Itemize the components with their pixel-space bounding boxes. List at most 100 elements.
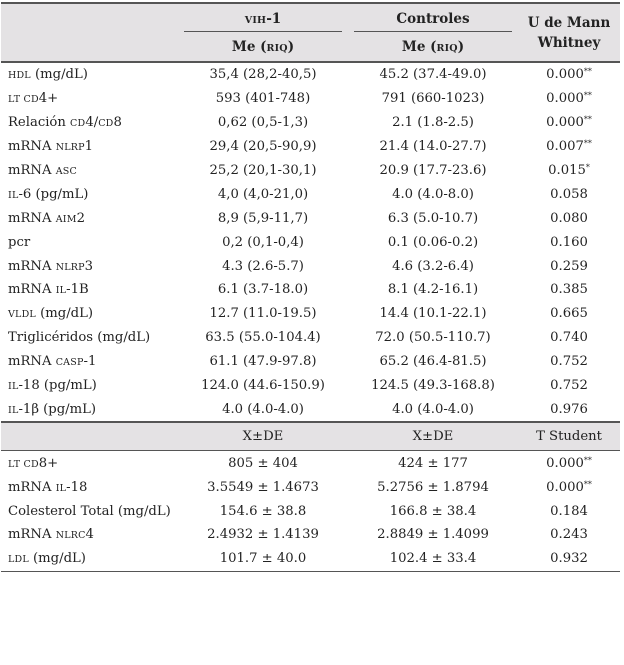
label-segment: -1 (266, 11, 282, 27)
p-value-number: 0.015 (548, 163, 586, 178)
p-value: 0.000** (518, 111, 620, 135)
label-segment: NLRP (55, 142, 85, 154)
label-segment: -1 (83, 354, 97, 370)
vih-value: 63.5 (55.0-104.4) (205, 330, 321, 346)
table-row: mRNA AIM2 8,9 (5,9-11,7) 6.3 (5.0-10.7) 0.0… (1, 206, 620, 230)
label-segment: mRNA (8, 354, 56, 370)
p-value: 0.000** (518, 451, 620, 475)
significance-marker: ** (583, 455, 592, 465)
label-segment: 8 (113, 115, 122, 131)
p-value-number: 0.000 (546, 455, 584, 471)
table-row: HDL (mg/dL) 35,4 (28,2-40,5) 45.2 (37.4-49… (1, 62, 620, 87)
controles-value: 0.1 (0.06-0.2) (387, 234, 479, 250)
p-value-number: 0.259 (550, 258, 588, 274)
p-value-number: 0.000 (546, 479, 584, 495)
label-segment: pcr (8, 234, 31, 250)
p-value-number: 0.000 (546, 67, 584, 83)
row-label: mRNA ASC (1, 159, 178, 183)
controles-value: 14.4 (10.1-22.1) (379, 306, 487, 322)
row-label: Triglicéridos (mg/dL) (1, 326, 178, 350)
label-segment: IL (8, 189, 19, 201)
p-value-number: 0.976 (550, 401, 588, 417)
vih-value: 12.7 (11.0-19.5) (209, 306, 317, 322)
row-label: pcr (1, 230, 178, 254)
vih-value: 101.7 ± 40.0 (178, 546, 348, 572)
table-row: Colesterol Total (mg/dL) 154.6 ± 38.8 166.… (1, 499, 620, 523)
p-value-number: 0.080 (550, 210, 588, 226)
controles-value: 6.3 (5.0-10.7) (387, 210, 479, 226)
label-segment: LT CD (8, 458, 39, 470)
p-value-number: 0.752 (550, 354, 588, 370)
controles-value: 2.1 (1.8-2.5) (392, 115, 474, 131)
p-value: 0.015* (518, 159, 620, 183)
table-row: VLDL (mg/dL) 12.7 (11.0-19.5) 14.4 (10.1-2… (1, 302, 620, 326)
table-row: mRNA CASP-1 61.1 (47.9-97.8) 65.2 (46.4-81… (1, 350, 620, 374)
header-group-controles: Controles (348, 3, 518, 33)
significance-marker: * (585, 163, 590, 172)
controles-value: 4.0 (4.0-8.0) (392, 186, 474, 202)
controles-value: 20.9 (17.7-23.6) (379, 163, 487, 178)
row-label: mRNA NLRP3 (1, 254, 178, 278)
table-row: mRNA IL-1B 6.1 (3.7-18.0) 8.1 (4.2-16.1) 0.… (1, 278, 620, 302)
header-stat-controles: Me (RIQ) (348, 33, 518, 63)
label-segment: VIH (244, 15, 267, 26)
p-value: 0.058 (518, 182, 620, 206)
p-value-number: 0.385 (550, 282, 588, 298)
p-value: 0.932 (518, 546, 620, 572)
p-value-number: 0.752 (550, 378, 588, 394)
vih-value: 0,2 (0,1-0,4) (222, 234, 304, 250)
header-corner (1, 3, 178, 63)
row-label: Colesterol Total (mg/dL) (1, 499, 178, 523)
row-label: mRNA NLRC4 (1, 523, 178, 547)
label-segment: (mg/dL) (30, 67, 88, 83)
section-parametric: LT CD8+ 805 ± 404 424 ± 177 0.000** mRNA IL-… (1, 451, 620, 572)
label-segment: mRNA (8, 479, 56, 495)
label-segment: Colesterol Total (mg/dL) (8, 503, 171, 519)
label-segment: Me ( (401, 39, 437, 55)
section2-header-corner (1, 421, 178, 452)
label-segment: 4 (85, 527, 94, 543)
label-segment: mRNA (8, 163, 56, 178)
label-segment: ASC (55, 166, 77, 177)
label-segment: -6 (pg/mL) (18, 186, 89, 202)
label-segment: -1B (66, 282, 89, 298)
p-value: 0.740 (518, 326, 620, 350)
label-segment: IL (55, 482, 67, 494)
controles-value: 124.5 (49.3-168.8) (371, 378, 495, 394)
row-label: IL-18 (pg/mL) (1, 374, 178, 398)
table-row: IL-18 (pg/mL) 124.0 (44.6-150.9) 124.5 (49… (1, 374, 620, 398)
p-value: 0.000** (518, 475, 620, 499)
label-segment: 8+ (38, 455, 59, 471)
row-label: mRNA CASP-1 (1, 350, 178, 374)
row-label: mRNA IL-1B (1, 278, 178, 302)
controles-value: 166.8 ± 38.4 (389, 503, 477, 519)
p-value-number: 0.243 (550, 527, 588, 543)
controles-value: 45.2 (37.4-49.0) (379, 67, 487, 83)
significance-marker: ** (583, 139, 592, 149)
label-segment: mRNA (8, 282, 56, 298)
significance-marker: ** (583, 91, 592, 101)
vih-value: 4.0 (4.0-4.0) (222, 401, 304, 417)
label-segment: CD (70, 118, 86, 130)
label-segment: mRNA (8, 527, 56, 543)
p-value-number: 0.160 (550, 234, 588, 250)
label-segment: IL (55, 285, 67, 297)
results-table: VIH-1 Controles U de Mann Whitney Me (RI… (1, 2, 620, 572)
controles-value: 2.8849 ± 1.4099 (377, 527, 489, 543)
p-value: 0.000** (518, 87, 620, 111)
table-row: IL-6 (pg/mL) 4,0 (4,0-21,0) 4.0 (4.0-8.0) 0… (1, 182, 620, 206)
label-segment: CD (98, 118, 114, 130)
label-segment: Relación (8, 115, 71, 131)
label-segment: NLRC (55, 530, 86, 542)
label-segment: mRNA (8, 258, 56, 274)
controles-value: 5.2756 ± 1.8794 (377, 479, 489, 495)
p-value-number: 0.000 (546, 91, 584, 107)
header-test-mann-whitney: U de Mann Whitney (518, 3, 620, 63)
row-label: Relación CD4/CD8 (1, 111, 178, 135)
table-row: LDL (mg/dL) 101.7 ± 40.0 102.4 ± 33.4 0.932 (1, 546, 620, 572)
vih-value: 3.5549 ± 1.4673 (207, 479, 319, 495)
p-value: 0.665 (518, 302, 620, 326)
p-value: 0.243 (518, 523, 620, 547)
header-stat-vih: Me (RIQ) (178, 33, 348, 63)
vih-value: 805 ± 404 (228, 455, 298, 471)
